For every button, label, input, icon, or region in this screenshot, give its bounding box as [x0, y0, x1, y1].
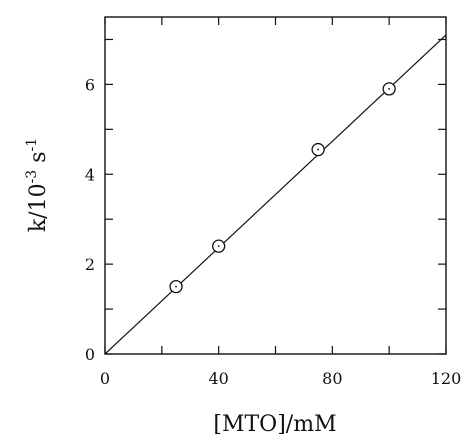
y-axis-title-exp1: -3 — [24, 170, 40, 184]
data-point — [311, 142, 325, 157]
data-point-center — [317, 148, 320, 151]
data-points — [169, 82, 396, 294]
x-tick-label: 0 — [100, 369, 110, 388]
y-axis-title-unit: s — [26, 151, 51, 169]
fit-line — [104, 34, 447, 355]
x-tick-label: 40 — [208, 369, 228, 388]
y-tick-label: 2 — [85, 255, 95, 274]
y-tick-label: 0 — [85, 345, 95, 364]
data-point — [169, 279, 183, 294]
fit-line-group — [104, 34, 447, 355]
x-tick-label: 120 — [431, 369, 462, 388]
y-tick-label: 6 — [85, 75, 95, 94]
data-point — [382, 82, 396, 96]
tick-labels: 0 40 80 120 0 2 4 6 — [85, 75, 461, 388]
data-point-center — [217, 245, 220, 248]
data-point — [212, 239, 226, 253]
x-tick-label: 80 — [322, 369, 342, 388]
plot-frame — [104, 16, 447, 355]
data-point-center — [388, 87, 391, 90]
x-axis-title: [MTO]/mM — [213, 412, 336, 437]
data-point-center — [175, 285, 177, 288]
y-axis-title-base: k/10 — [26, 183, 51, 232]
y-axis-title: k/10-3 s-1 — [24, 138, 51, 232]
ticks — [104, 17, 447, 355]
y-axis-title-exp2: -1 — [24, 138, 40, 152]
y-tick-label: 4 — [85, 165, 95, 184]
